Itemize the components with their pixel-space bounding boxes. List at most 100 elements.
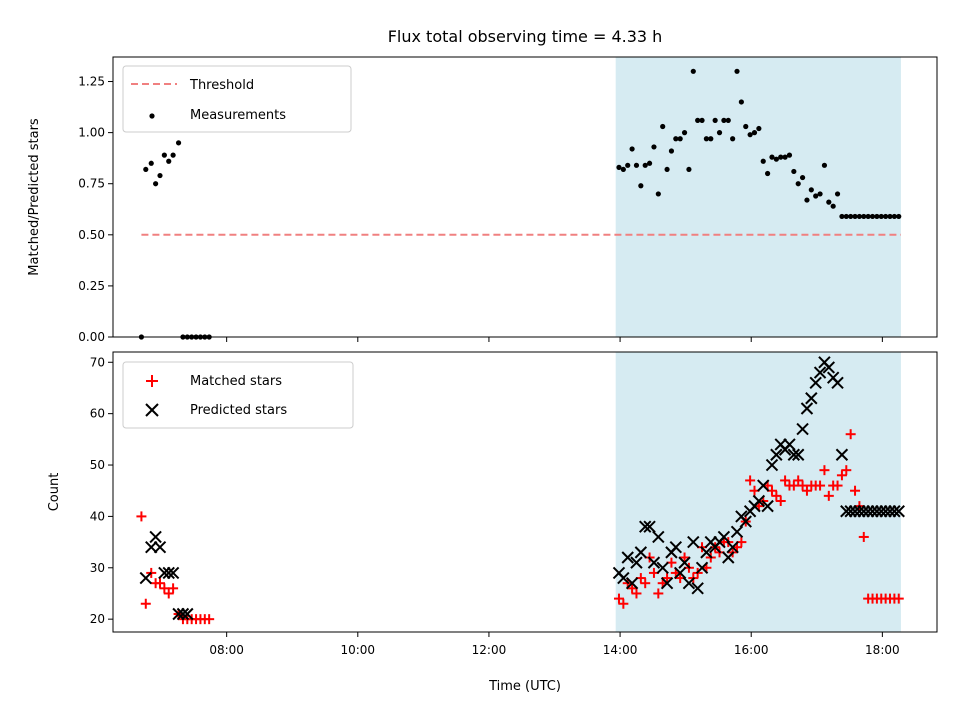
matched-point <box>771 490 782 501</box>
predicted-point <box>621 551 634 564</box>
measurement-point <box>747 132 753 138</box>
measurement-point <box>795 181 801 187</box>
measurement-point <box>821 162 828 168</box>
predicted-point <box>730 525 744 539</box>
predicted-point <box>625 576 639 590</box>
measurement-point <box>896 213 902 220</box>
measurement-point <box>861 213 867 220</box>
matched-point <box>793 475 804 486</box>
measurement-point <box>778 154 784 160</box>
x-tick-label: 08:00 <box>209 643 244 657</box>
matched-point <box>136 511 147 522</box>
measurement-point <box>782 154 788 160</box>
measurement-point <box>743 123 749 130</box>
predicted-point <box>660 576 674 590</box>
measurement-point <box>677 136 683 142</box>
top-y-tick-label: 0.00 <box>78 330 105 344</box>
matched-point <box>627 583 638 594</box>
matched-point <box>640 578 651 589</box>
measurement-point <box>773 156 779 162</box>
measurement-point <box>161 152 167 158</box>
measurement-point <box>734 68 740 74</box>
count-points <box>136 356 905 625</box>
x-tick-label: 16:00 <box>734 643 769 657</box>
measurement-points <box>138 68 902 340</box>
predicted-point <box>792 448 805 461</box>
measurement-point <box>830 203 836 209</box>
matched-point <box>168 583 179 594</box>
predicted-legend-label: Predicted stars <box>190 403 287 418</box>
measurement-point <box>826 199 832 205</box>
x-tick-label: 12:00 <box>472 643 507 657</box>
predicted-point <box>643 520 656 533</box>
matched-point <box>653 588 664 599</box>
predicted-point <box>761 499 774 513</box>
predicted-point <box>682 576 696 590</box>
x-axis-label: Time (UTC) <box>488 679 561 694</box>
measurement-point <box>157 172 163 179</box>
measurement-point <box>620 166 626 173</box>
measurement-point <box>799 174 806 181</box>
predicted-point <box>700 546 713 559</box>
predicted-point <box>805 392 818 405</box>
threshold-legend-label: Threshold <box>189 78 254 93</box>
predicted-point <box>809 376 822 390</box>
matched-point <box>662 573 673 584</box>
predicted-point <box>787 448 801 461</box>
matched-point <box>204 614 215 625</box>
measurement-point <box>760 158 766 164</box>
predicted-point <box>673 566 687 580</box>
measurement-point <box>765 170 771 177</box>
matched-point <box>163 588 174 599</box>
measurement-point <box>655 191 661 197</box>
predicted-point <box>639 520 652 533</box>
predicted-point <box>181 607 194 621</box>
bottom-panel: 20 30 40 50 60 70 08:00 10:00 12:00 14:00 16:00 18… <box>47 351 938 694</box>
predicted-point <box>695 561 709 574</box>
measurement-point <box>148 160 154 166</box>
matched-point <box>613 593 624 604</box>
measurement-point <box>646 160 653 166</box>
matched-point <box>679 552 690 563</box>
predicted-point <box>726 541 739 554</box>
matched-point <box>797 480 808 491</box>
measurement-point <box>883 213 889 220</box>
predicted-point <box>783 438 796 451</box>
measurement-point <box>786 152 793 158</box>
measurement-point <box>143 166 149 173</box>
measurement-point <box>681 130 688 136</box>
bottom-y-tick-label: 60 <box>90 407 105 421</box>
measurement-point <box>738 99 744 105</box>
matched-point <box>823 490 834 501</box>
predicted-point <box>739 515 752 528</box>
measurement-point <box>660 123 666 130</box>
bottom-y-tick-label: 40 <box>90 509 105 523</box>
matched-point <box>893 593 904 604</box>
matched-point <box>140 598 151 609</box>
matched-point <box>154 578 165 589</box>
measurement-point <box>848 213 854 220</box>
measurement-point <box>813 193 819 199</box>
predicted-point <box>691 582 704 595</box>
predicted-point <box>717 530 731 544</box>
matched-point <box>850 485 861 496</box>
measurement-point <box>869 213 876 220</box>
predicted-point <box>176 607 190 621</box>
measurement-point <box>834 191 841 197</box>
matched-legend-label: Matched stars <box>190 374 282 389</box>
predicted-point <box>617 571 630 585</box>
measurement-point <box>839 213 845 220</box>
measurement-point <box>690 68 696 74</box>
measurement-point <box>651 144 657 150</box>
top-y-tick-label: 0.75 <box>78 177 105 191</box>
measurement-point <box>817 191 823 197</box>
measurement-point <box>716 130 723 136</box>
measurement-point <box>686 166 692 173</box>
measurement-point <box>769 154 775 160</box>
predicted-point <box>166 566 180 580</box>
matched-point <box>819 465 830 476</box>
matched-point <box>836 470 847 481</box>
top-axes-frame <box>112 56 938 338</box>
matched-point <box>841 465 852 476</box>
measurement-point <box>730 136 736 142</box>
